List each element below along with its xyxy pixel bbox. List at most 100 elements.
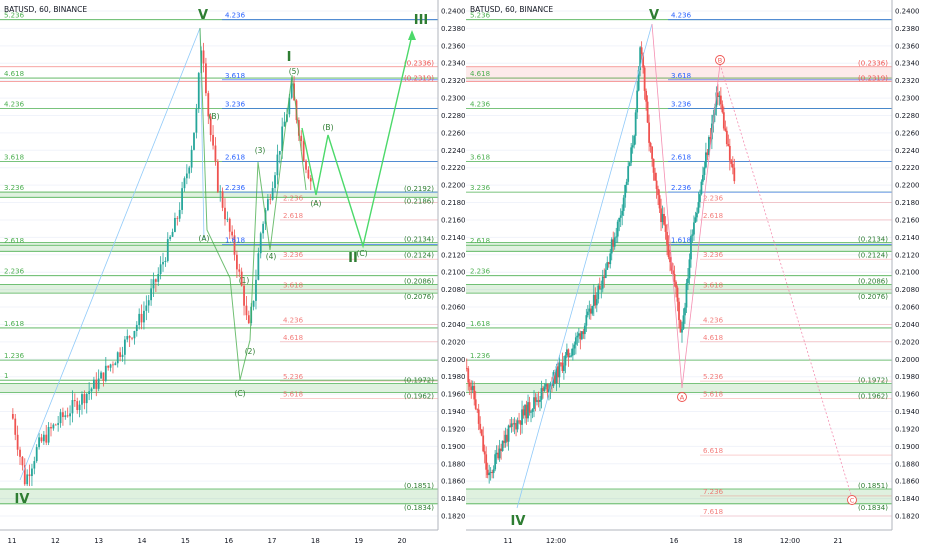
time-tick-label: 20 (398, 537, 407, 545)
price-tick-label: 0.2040 (895, 321, 920, 329)
candle-body (238, 269, 241, 272)
candle-body (207, 93, 210, 117)
candle-body (607, 262, 610, 265)
candle-body (233, 235, 236, 255)
wave-label-big: V (649, 8, 659, 23)
candle-body (718, 95, 721, 97)
candle-body (697, 202, 700, 213)
wave-label-big: II (348, 251, 358, 266)
candle-body (628, 162, 631, 167)
candle-body (667, 244, 670, 257)
candle-body (143, 310, 145, 323)
candle-body (495, 452, 498, 455)
price-tick-label: 0.2300 (895, 95, 920, 103)
fib-label-green: 4.236 (4, 101, 25, 109)
candle-body (688, 259, 691, 279)
candle-body (476, 408, 479, 410)
candle-body (164, 260, 167, 262)
candle-body (540, 388, 543, 400)
fib-label-red: 7.618 (703, 508, 723, 516)
time-tick-label: 13 (94, 537, 103, 545)
candle-body (126, 336, 129, 340)
plot-area (466, 10, 892, 517)
candle-body (28, 474, 31, 477)
candle-body (618, 217, 621, 222)
candle-body (669, 256, 671, 263)
candle-body (564, 355, 567, 366)
fib-label-red: 2.236 (703, 195, 724, 203)
candle-body (679, 320, 682, 333)
price-tick-label: 0.2200 (895, 182, 920, 190)
fib-label-red: 4.618 (703, 334, 723, 342)
candle-body (114, 363, 117, 366)
candle-body (527, 402, 529, 419)
candle-body (81, 394, 83, 405)
candle-body (257, 253, 260, 280)
candle-body (64, 415, 67, 418)
candle-body (479, 423, 482, 430)
price-tick-label: 0.1900 (895, 443, 920, 451)
candle-body (621, 210, 624, 216)
candle-body (259, 233, 262, 254)
candle-body (685, 283, 688, 308)
candle-body (88, 391, 91, 394)
candle-body (281, 126, 284, 151)
price-tick-label: 0.2400 (895, 8, 920, 16)
zone-top-label: (0.2086) (404, 277, 434, 285)
price-tick-label: 0.2060 (441, 304, 466, 312)
candle-body (533, 397, 535, 409)
zone-band (0, 489, 438, 504)
price-tick-label: 0.2240 (441, 147, 466, 155)
zone-band (466, 383, 892, 393)
candle-body (545, 384, 547, 387)
price-tick-label: 0.2200 (441, 182, 466, 190)
candle-body (703, 167, 706, 175)
candle-body (728, 145, 731, 161)
candle-body (278, 150, 281, 155)
candle-body (676, 287, 679, 302)
candle-body (181, 188, 183, 210)
candle-body (500, 448, 503, 451)
candle-body (579, 333, 582, 340)
candle-body (681, 328, 683, 333)
candle-body (696, 212, 698, 218)
fib-price-label-red: (0.2319) (404, 75, 434, 83)
fib-label-red: 2.236 (283, 195, 304, 203)
price-tick-label: 0.2380 (441, 25, 466, 33)
fib-label-blue: 2.618 (225, 154, 245, 162)
candle-body (69, 413, 71, 417)
candle-body (548, 389, 550, 393)
wave-label-small: (C) (356, 249, 367, 258)
candle-body (276, 154, 279, 176)
price-tick-label: 0.2260 (441, 129, 466, 137)
price-tick-label: 0.1920 (441, 425, 466, 433)
candle-body (709, 137, 712, 140)
zone-bottom-label: (0.2124) (404, 251, 434, 259)
fib-label-blue: 1.618 (225, 236, 245, 244)
candle-body (554, 372, 556, 384)
fib-label-green: 2.618 (4, 237, 24, 245)
price-tick-label: 0.2120 (441, 251, 466, 259)
candle-body (212, 134, 214, 146)
price-tick-label: 0.2220 (895, 164, 920, 172)
price-tick-label: 0.2360 (441, 42, 466, 50)
candle-body (588, 308, 591, 312)
wave-label-small: (1) (239, 276, 250, 285)
candle-body (616, 221, 619, 237)
candle-body (54, 424, 57, 426)
zone-band (0, 383, 438, 393)
candle-body (582, 331, 585, 335)
candle-body (123, 339, 126, 355)
candle-body (601, 276, 604, 289)
fib-label-green: 3.618 (4, 154, 24, 162)
fib-label-green: 4.236 (470, 101, 491, 109)
candle-body (40, 437, 43, 442)
candle-body (706, 152, 709, 155)
wave-label-circled: A (680, 394, 685, 402)
candle-body (636, 90, 639, 113)
fib-label-green: 3.236 (4, 184, 25, 192)
candle-body (699, 194, 701, 203)
candle-body (555, 366, 558, 384)
candle-body (309, 178, 312, 182)
price-tick-label: 0.2340 (441, 60, 466, 68)
